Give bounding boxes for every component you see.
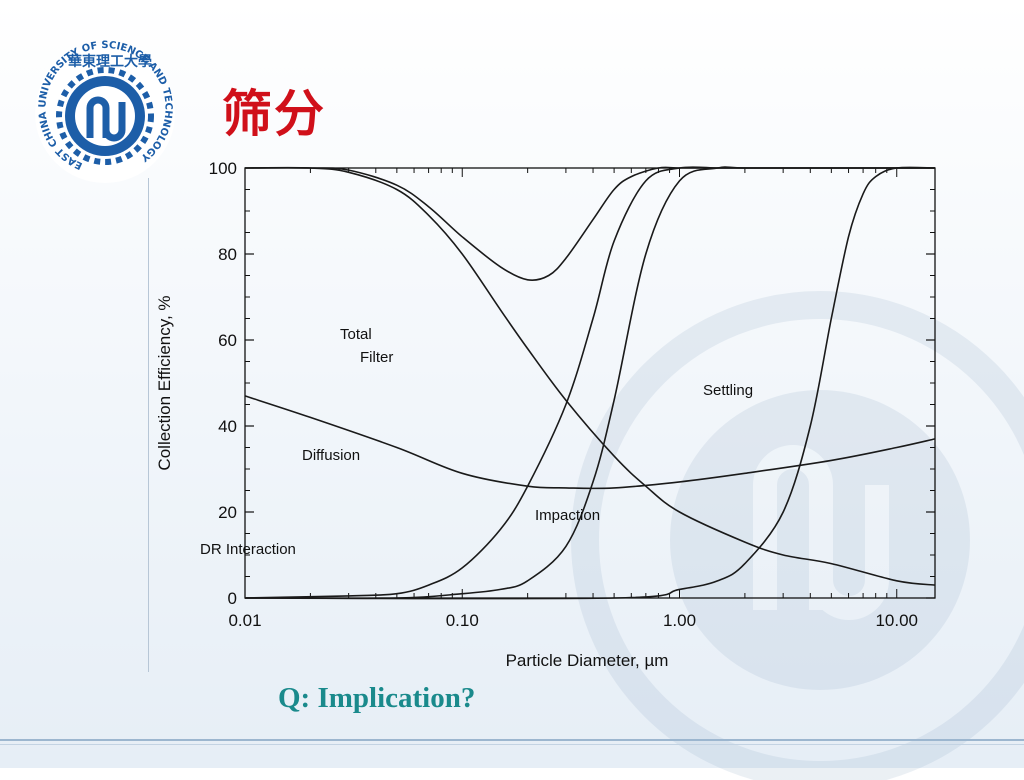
y-axis-title: Collection Efficiency, % bbox=[155, 295, 174, 470]
curve-dr-interaction bbox=[244, 395, 936, 490]
curve-label-total-filter: Total bbox=[340, 326, 372, 343]
curve-label-impaction: Impaction bbox=[535, 507, 600, 524]
question-text: Q: Implication? bbox=[278, 682, 476, 714]
curve-interception bbox=[244, 166, 935, 599]
footer-rule-secondary bbox=[0, 744, 1024, 745]
x-tick-label: 10.00 bbox=[875, 611, 918, 630]
collection-efficiency-chart: 0 20 40 60 80 100 0.01 0.10 1.00 10.00 Total Filte… bbox=[155, 159, 936, 670]
curve-label-settling: Settling bbox=[703, 382, 753, 399]
curve-label-dr-interaction: DR Interaction bbox=[200, 541, 296, 558]
y-tick-label: 100 bbox=[209, 159, 237, 178]
y-tick-label: 40 bbox=[218, 417, 237, 436]
curve-total-filter bbox=[244, 166, 935, 282]
x-axis-title: Particle Diameter, µm bbox=[506, 651, 669, 670]
y-tick-label: 20 bbox=[218, 503, 237, 522]
slide-title: 筛分 bbox=[222, 85, 326, 143]
x-tick-label: 1.00 bbox=[663, 611, 696, 630]
logo-chinese-name: 華東理工大學 bbox=[68, 53, 152, 70]
university-logo: EAST CHINA UNIVERSITY OF SCIENCE AND TEC… bbox=[35, 40, 175, 183]
curve-diffusion bbox=[244, 166, 936, 586]
curve-label-diffusion: Diffusion bbox=[302, 447, 360, 464]
y-tick-label: 0 bbox=[228, 589, 237, 608]
curve-label-total-filter: Filter bbox=[360, 349, 393, 366]
y-tick-label: 80 bbox=[218, 245, 237, 264]
vertical-divider bbox=[148, 178, 149, 672]
curve-settling bbox=[244, 166, 936, 600]
plot-frame bbox=[244, 167, 936, 599]
footer-rule bbox=[0, 739, 1024, 741]
x-tick-label: 0.01 bbox=[228, 611, 261, 630]
curve-impaction bbox=[244, 166, 935, 600]
x-tick-label: 0.10 bbox=[446, 611, 479, 630]
y-tick-label: 60 bbox=[218, 331, 237, 350]
